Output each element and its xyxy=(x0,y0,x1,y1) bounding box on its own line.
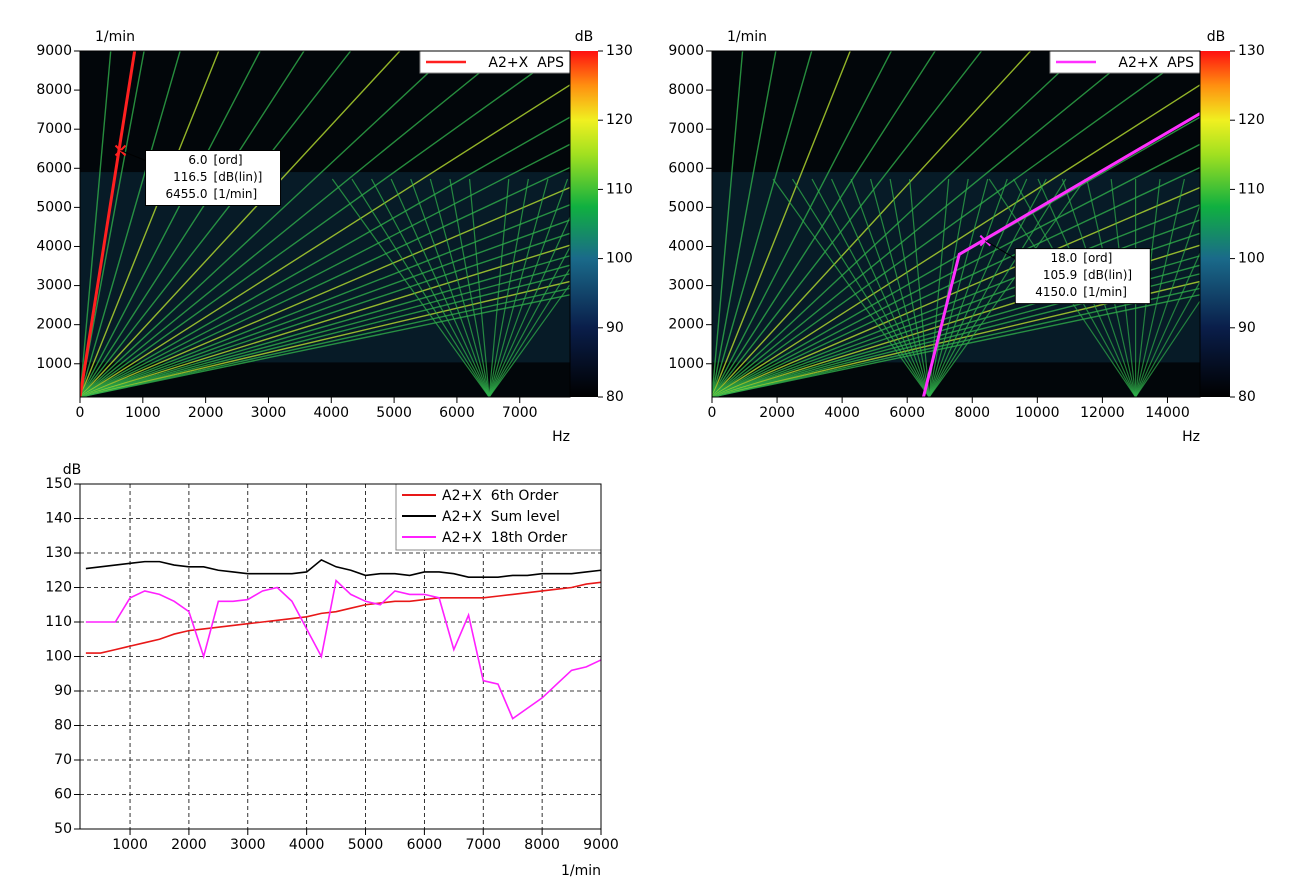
x-tick-label: 2000 xyxy=(188,405,224,421)
y-tick-label: 5000 xyxy=(36,199,72,215)
y-tick-label: 1000 xyxy=(668,356,704,372)
x-tick-label: 6000 xyxy=(407,837,443,853)
y-tick-label: 100 xyxy=(45,649,72,665)
cursor-unit: [1/min] xyxy=(214,187,258,201)
y-tick-label: 140 xyxy=(45,511,72,527)
x-tick-label: 1000 xyxy=(112,837,148,853)
y-tick-label: 150 xyxy=(45,476,72,492)
x-tick-label: 6000 xyxy=(889,405,925,421)
legend-label: A2+X APS xyxy=(1118,55,1194,71)
x-tick-label: 12000 xyxy=(1080,405,1125,421)
y-axis-label: dB xyxy=(63,462,82,478)
colorbar-tick-label: 110 xyxy=(606,181,633,197)
colorbar-tick-label: 80 xyxy=(606,389,624,405)
y-tick-label: 3000 xyxy=(36,278,72,294)
y-tick-label: 130 xyxy=(45,545,72,561)
x-tick-label: 0 xyxy=(76,405,85,421)
colorbar-tick-label: 120 xyxy=(606,112,633,128)
colorbar-tick-label: 90 xyxy=(606,320,624,336)
x-tick-label: 6000 xyxy=(439,405,475,421)
x-tick-label: 4000 xyxy=(313,405,349,421)
y-tick-label: 60 xyxy=(54,787,72,803)
y-tick-label: 120 xyxy=(45,580,72,596)
x-tick-label: 2000 xyxy=(171,837,207,853)
cursor-unit: [1/min] xyxy=(1083,285,1127,299)
colorbar-tick-label: 130 xyxy=(1238,43,1265,59)
cursor-value: 105.9 xyxy=(1043,268,1077,282)
y-tick-label: 70 xyxy=(54,752,72,768)
x-tick-label: 5000 xyxy=(376,405,412,421)
y-axis-label: 1/min xyxy=(727,29,767,45)
x-tick-label: 7000 xyxy=(465,837,501,853)
x-tick-label: 8000 xyxy=(524,837,560,853)
y-tick-label: 6000 xyxy=(668,160,704,176)
x-tick-label: 2000 xyxy=(759,405,795,421)
y-tick-label: 7000 xyxy=(36,121,72,137)
x-tick-label: 0 xyxy=(708,405,717,421)
cursor-unit: [ord] xyxy=(214,153,243,167)
cursor-value: 6455.0 xyxy=(166,187,208,201)
x-tick-label: 4000 xyxy=(289,837,325,853)
y-tick-label: 5000 xyxy=(668,199,704,215)
y-tick-label: 110 xyxy=(45,614,72,630)
y-tick-label: 4000 xyxy=(668,238,704,254)
y-tick-label: 8000 xyxy=(36,82,72,98)
x-tick-label: 1000 xyxy=(125,405,161,421)
colorbar-tick-label: 90 xyxy=(1238,320,1256,336)
y-tick-label: 1000 xyxy=(36,356,72,372)
x-axis-label: 1/min xyxy=(561,863,601,879)
cursor-unit: [ord] xyxy=(1083,251,1112,265)
legend-label: A2+X APS xyxy=(488,55,564,71)
y-tick-label: 6000 xyxy=(36,160,72,176)
cursor-unit: [dB(lin)] xyxy=(214,170,263,184)
legend-label: A2+X 18th Order xyxy=(442,530,567,546)
x-tick-label: 3000 xyxy=(251,405,287,421)
x-tick-label: 3000 xyxy=(230,837,266,853)
colorbar-label: dB xyxy=(1207,29,1226,45)
x-axis-label: Hz xyxy=(1182,429,1200,445)
colorbar-tick-label: 80 xyxy=(1238,389,1256,405)
dashboard: 80 90 100 110 120 130 dB A2+X APS 6.0 [ord] 116.5 [… xyxy=(0,0,1298,891)
cursor-value: 6.0 xyxy=(188,153,207,167)
cursor-value: 4150.0 xyxy=(1035,285,1077,299)
cursor-value: 116.5 xyxy=(173,170,207,184)
x-tick-label: 8000 xyxy=(954,405,990,421)
y-tick-label: 2000 xyxy=(668,317,704,333)
colorbar-tick-label: 130 xyxy=(606,43,633,59)
y-tick-label: 7000 xyxy=(668,121,704,137)
x-tick-label: 14000 xyxy=(1145,405,1190,421)
y-tick-label: 9000 xyxy=(36,43,72,59)
y-tick-label: 50 xyxy=(54,821,72,837)
colorbar xyxy=(1200,51,1230,397)
colorbar-tick-label: 100 xyxy=(606,251,633,267)
y-tick-label: 3000 xyxy=(668,278,704,294)
y-axis-label: 1/min xyxy=(95,29,135,45)
cursor-value: 18.0 xyxy=(1051,251,1078,265)
y-tick-label: 90 xyxy=(54,683,72,699)
x-tick-label: 5000 xyxy=(348,837,384,853)
colorbar-tick-label: 100 xyxy=(1238,251,1265,267)
colorbar-label: dB xyxy=(575,29,594,45)
colorbar-tick-label: 110 xyxy=(1238,181,1265,197)
y-tick-label: 80 xyxy=(54,718,72,734)
x-axis-label: Hz xyxy=(552,429,570,445)
y-tick-label: 2000 xyxy=(36,317,72,333)
x-tick-label: 9000 xyxy=(583,837,619,853)
x-tick-label: 10000 xyxy=(1015,405,1060,421)
y-tick-label: 4000 xyxy=(36,238,72,254)
x-tick-label: 7000 xyxy=(502,405,538,421)
colorbar-tick-label: 120 xyxy=(1238,112,1265,128)
legend-label: A2+X 6th Order xyxy=(442,488,558,504)
x-tick-label: 4000 xyxy=(824,405,860,421)
colorbar xyxy=(570,51,598,397)
y-tick-label: 9000 xyxy=(668,43,704,59)
legend-label: A2+X Sum level xyxy=(442,509,560,525)
y-tick-label: 8000 xyxy=(668,82,704,98)
cursor-unit: [dB(lin)] xyxy=(1083,268,1132,282)
